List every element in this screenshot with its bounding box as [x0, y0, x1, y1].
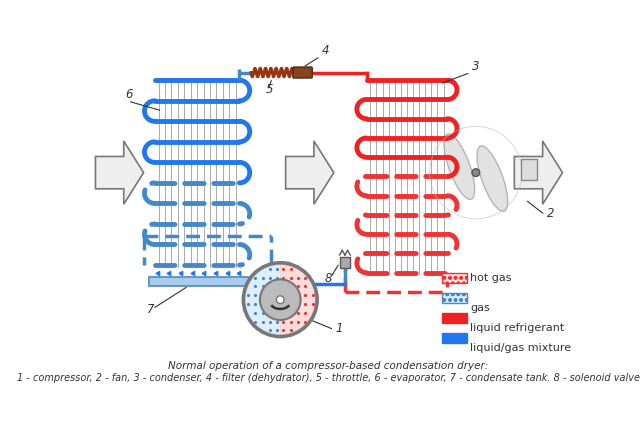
- Ellipse shape: [477, 146, 508, 211]
- Circle shape: [472, 169, 480, 176]
- FancyBboxPatch shape: [293, 67, 312, 78]
- FancyArrow shape: [95, 141, 143, 204]
- FancyBboxPatch shape: [148, 277, 249, 286]
- Bar: [520, 159, 538, 180]
- Ellipse shape: [444, 134, 475, 199]
- Text: hot gas: hot gas: [470, 273, 512, 283]
- Text: liquid refrigerant: liquid refrigerant: [470, 323, 564, 333]
- Bar: [340, 258, 350, 268]
- Text: gas: gas: [470, 303, 490, 313]
- Circle shape: [260, 279, 301, 320]
- Text: 1 - compressor, 2 - fan, 3 - condenser, 4 - filter (dehydrator), 5 - throttle, 6: 1 - compressor, 2 - fan, 3 - condenser, …: [17, 373, 639, 383]
- Bar: [442, 333, 467, 343]
- Text: 6: 6: [125, 88, 133, 101]
- FancyBboxPatch shape: [442, 273, 467, 283]
- Text: 2: 2: [547, 207, 554, 220]
- Polygon shape: [246, 265, 280, 334]
- Text: 1: 1: [336, 322, 343, 335]
- FancyBboxPatch shape: [442, 293, 467, 303]
- Text: 4: 4: [322, 44, 330, 57]
- FancyArrow shape: [515, 141, 563, 204]
- Circle shape: [276, 296, 284, 304]
- FancyArrow shape: [285, 141, 334, 204]
- Circle shape: [243, 263, 317, 337]
- Text: 5: 5: [266, 83, 273, 96]
- Polygon shape: [280, 265, 315, 334]
- Text: 7: 7: [147, 303, 154, 316]
- Text: liquid/gas mixture: liquid/gas mixture: [470, 343, 572, 353]
- Text: Normal operation of a compressor-based condensation dryer:: Normal operation of a compressor-based c…: [168, 361, 488, 371]
- Bar: [442, 313, 467, 323]
- Text: 3: 3: [472, 60, 479, 73]
- Text: 8: 8: [324, 272, 332, 285]
